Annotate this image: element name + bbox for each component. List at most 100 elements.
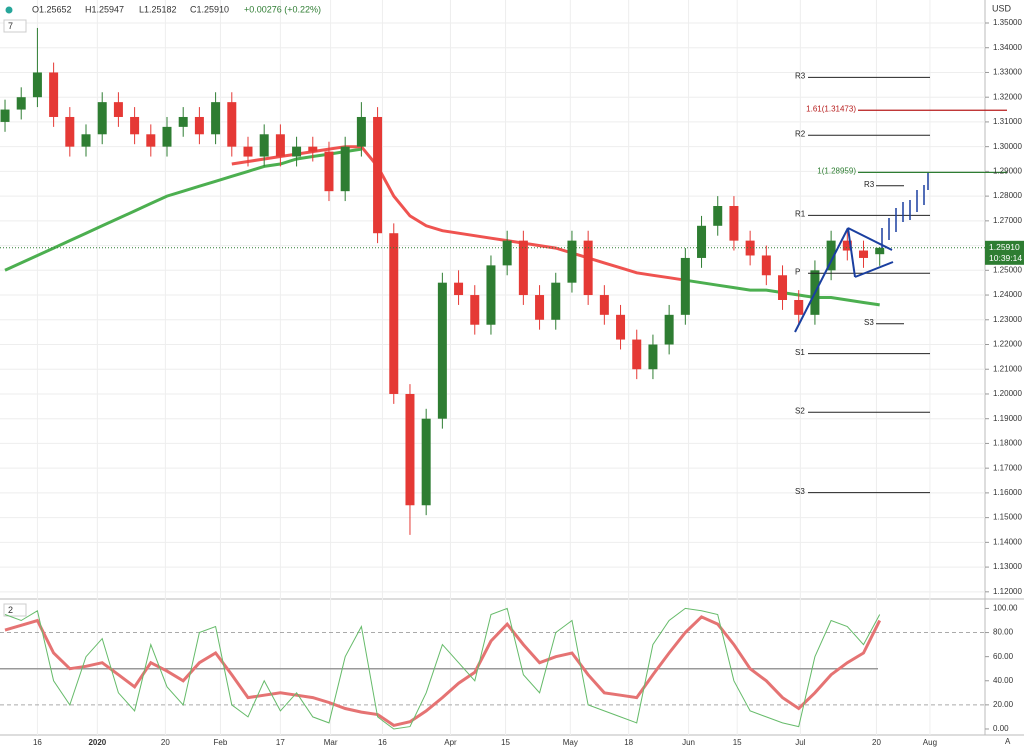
candle-body: [211, 102, 221, 135]
y-tick-label: 1.31000: [993, 117, 1022, 126]
y-tick-label: 1.28000: [993, 191, 1022, 200]
candle-body: [664, 314, 674, 345]
x-tick-label: Aug: [923, 738, 937, 747]
x-tick-label: 16: [378, 738, 387, 747]
candle-body: [794, 299, 804, 315]
y-tick-label: 1.32000: [993, 92, 1022, 101]
x-tick-label: 17: [276, 738, 285, 747]
countdown-label: 10:39:14: [989, 253, 1022, 263]
candle-body: [502, 240, 512, 266]
candle-body: [875, 247, 885, 255]
osc-tick-label: 40.00: [993, 676, 1014, 685]
candle-body: [518, 240, 528, 296]
candle-body: [356, 116, 366, 147]
osc-tick-label: 100.00: [993, 604, 1018, 613]
level-label: R2: [795, 129, 806, 138]
candle-body: [778, 275, 788, 300]
candle-body: [65, 116, 75, 147]
status-dot: [5, 6, 13, 14]
x-tick-label: 15: [501, 738, 510, 747]
level-label: R3: [795, 72, 806, 81]
candle-body: [178, 116, 188, 127]
auto-scale[interactable]: A: [1005, 737, 1011, 746]
ohlc-low: L1.25182: [139, 4, 177, 14]
y-tick-label: 1.23000: [993, 315, 1022, 324]
x-tick-label: 2020: [88, 738, 106, 747]
ohlc-close: C1.25910: [190, 4, 229, 14]
candle-body: [729, 206, 739, 241]
candle-body: [292, 146, 302, 157]
x-tick-label: May: [563, 738, 578, 747]
candle-body: [470, 295, 480, 325]
level-label: P: [795, 267, 800, 276]
candle-body: [454, 282, 464, 296]
candle-body: [616, 314, 626, 340]
candle-body: [194, 116, 204, 135]
x-tick-label: Jun: [682, 738, 695, 747]
y-tick-label: 1.14000: [993, 537, 1022, 546]
candle-body: [324, 151, 334, 192]
candle-body: [373, 116, 383, 234]
candle-body: [648, 344, 658, 370]
moving-average: [231, 145, 686, 282]
candle-body: [551, 282, 561, 320]
candle-body: [826, 240, 836, 271]
candle-body: [535, 295, 545, 320]
candle-body: [0, 109, 10, 122]
ohlc-high: H1.25947: [85, 4, 124, 14]
y-tick-label: 1.30000: [993, 142, 1022, 151]
osc-toggle[interactable]: [3, 603, 27, 617]
currency-label: USD: [992, 3, 1012, 13]
x-tick-label: 15: [733, 738, 742, 747]
plot: R3 R2 R1 P S1 S2 S3 R3 S3 1.61(1.31473) 1(1.28959): [0, 27, 1007, 535]
last-price-tag: [985, 240, 1024, 265]
candle-body: [227, 102, 237, 147]
level-label: 1.61(1.31473): [806, 104, 856, 113]
x-tick-label: Apr: [444, 738, 457, 747]
x-tick-label: Feb: [214, 738, 228, 747]
candle-body: [583, 240, 593, 296]
x-tick-label: 20: [872, 738, 881, 747]
osc-tick-label: 20.00: [993, 700, 1014, 709]
level-label: S1: [795, 348, 805, 357]
candle-body: [761, 255, 771, 276]
x-tick-label: Mar: [324, 738, 338, 747]
candle-body: [308, 146, 318, 152]
y-tick-label: 1.20000: [993, 389, 1022, 398]
candle-body: [275, 134, 285, 157]
indicator-count[interactable]: 7: [8, 21, 13, 31]
level-label: S3: [795, 487, 805, 496]
triangle-line: [847, 227, 893, 251]
level-label: R3: [864, 180, 875, 189]
y-tick-label: 1.22000: [993, 340, 1022, 349]
candle-body: [113, 102, 123, 117]
candle-body: [632, 339, 642, 370]
y-tick-label: 1.17000: [993, 463, 1022, 472]
y-tick-label: 1.34000: [993, 43, 1022, 52]
candle-body: [486, 265, 496, 325]
candle-body: [697, 225, 707, 258]
y-tick-label: 1.25000: [993, 265, 1022, 274]
candle-body: [259, 134, 269, 157]
candle-body: [405, 393, 415, 506]
candle-body: [340, 146, 350, 192]
indicator-toggle[interactable]: [3, 19, 27, 33]
level-label: 1(1.28959): [817, 167, 856, 176]
candle-body: [243, 146, 253, 157]
candle-body: [16, 97, 26, 110]
candle-body: [97, 102, 107, 135]
candle-body: [389, 233, 399, 394]
candle-body: [680, 257, 690, 315]
candle-body: [32, 72, 42, 98]
candle-body: [81, 134, 91, 147]
osc-tick-label: 0.00: [993, 724, 1009, 733]
y-tick-label: 1.27000: [993, 216, 1022, 225]
candle-body: [842, 240, 852, 251]
x-tick-label: 16: [33, 738, 42, 747]
candle-body: [437, 282, 447, 419]
y-tick-label: 1.33000: [993, 68, 1022, 77]
osc-tick-label: 80.00: [993, 628, 1014, 637]
osc-count[interactable]: 2: [8, 605, 13, 615]
